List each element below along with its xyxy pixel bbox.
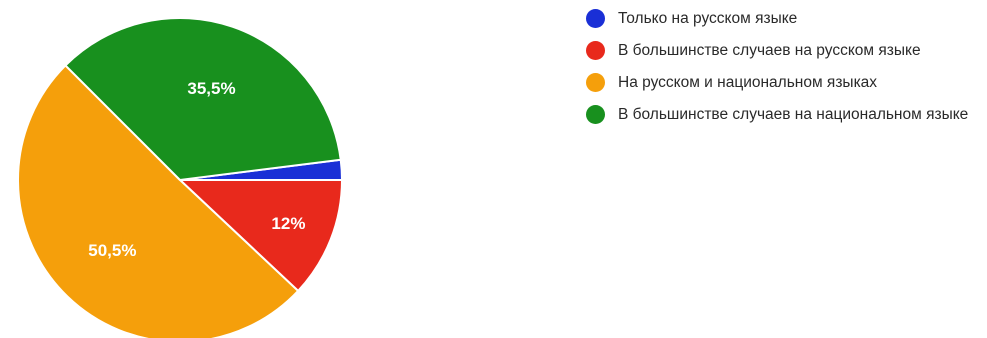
legend-label-mostly-national: В большинстве случаев на национальном яз… <box>618 106 968 123</box>
legend-item-mostly-national: В большинстве случаев на национальном яз… <box>582 102 982 127</box>
slice-label-mostly-national: 35,5% <box>187 79 235 98</box>
slice-label-russian-and-national: 50,5% <box>88 241 136 260</box>
legend-swatch-mostly-national <box>586 105 605 124</box>
legend-label-mostly-russian: В большинстве случаев на русском языке <box>618 42 921 59</box>
legend-swatch-russian-only <box>586 9 605 28</box>
legend-swatch-russian-and-national <box>586 73 605 92</box>
legend-item-russian-and-national: На русском и национальном языках <box>582 70 982 95</box>
legend-item-mostly-russian: В большинстве случаев на русском языке <box>582 38 982 63</box>
slice-label-mostly-russian: 12% <box>271 214 305 233</box>
legend-label-russian-only: Только на русском языке <box>618 10 797 27</box>
legend-swatch-mostly-russian <box>586 41 605 60</box>
legend-item-russian-only: Только на русском языке <box>582 6 982 31</box>
legend-label-russian-and-national: На русском и национальном языках <box>618 74 877 91</box>
legend: Только на русском языке В большинстве сл… <box>582 6 982 134</box>
